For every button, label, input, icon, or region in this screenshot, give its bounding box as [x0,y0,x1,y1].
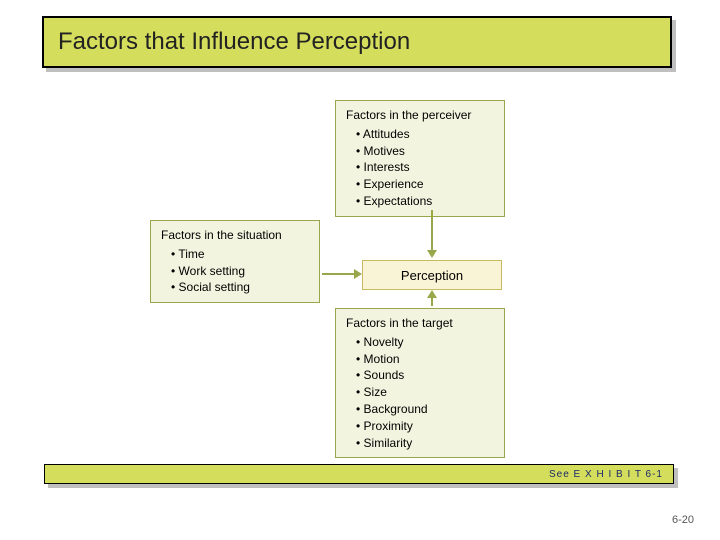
box-target-list: NoveltyMotionSoundsSizeBackgroundProximi… [346,334,494,452]
list-item: Work setting [161,263,309,280]
arrow-target-to-center [431,292,433,306]
footer-box: See E X H I B I T 6-1 [44,464,674,484]
list-item: Interests [346,159,494,176]
center-perception: Perception [362,260,502,290]
arrow-perceiver-to-center [431,210,433,256]
center-label: Perception [401,268,463,283]
box-target: Factors in the target NoveltyMotionSound… [335,308,505,458]
list-item: Sounds [346,367,494,384]
list-item: Motion [346,351,494,368]
box-situation-list: TimeWork settingSocial setting [161,246,309,296]
arrow-situation-to-center [322,273,360,275]
list-item: Time [161,246,309,263]
list-item: Motives [346,143,494,160]
footer-text: See E X H I B I T 6-1 [549,469,663,480]
list-item: Experience [346,176,494,193]
box-situation: Factors in the situation TimeWork settin… [150,220,320,303]
list-item: Expectations [346,193,494,210]
box-perceiver-list: AttitudesMotivesInterestsExperienceExpec… [346,126,494,210]
list-item: Novelty [346,334,494,351]
list-item: Attitudes [346,126,494,143]
box-situation-header: Factors in the situation [161,227,309,244]
list-item: Proximity [346,418,494,435]
title-box: Factors that Influence Perception [42,16,672,68]
page-number: 6-20 [672,514,694,526]
list-item: Background [346,401,494,418]
box-perceiver: Factors in the perceiver AttitudesMotive… [335,100,505,217]
list-item: Social setting [161,279,309,296]
list-item: Similarity [346,435,494,452]
diagram: Factors in the perceiver AttitudesMotive… [0,90,720,450]
list-item: Size [346,384,494,401]
box-target-header: Factors in the target [346,315,494,332]
page-title: Factors that Influence Perception [58,28,410,56]
box-perceiver-header: Factors in the perceiver [346,107,494,124]
